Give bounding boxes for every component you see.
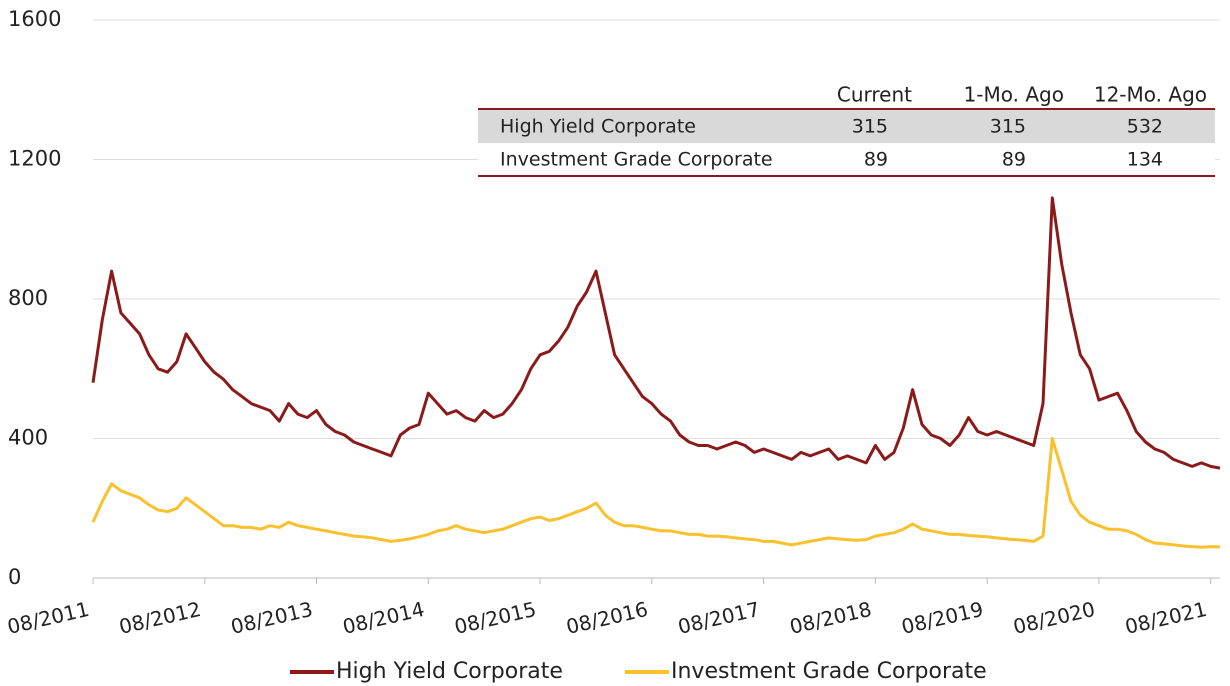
- table-cell: 532: [1127, 116, 1163, 138]
- y-tick-label: 0: [8, 565, 21, 589]
- table-row-bg: [478, 110, 1215, 143]
- series-line: [91, 437, 1221, 549]
- table-row-label: High Yield Corporate: [500, 116, 696, 138]
- y-tick-label: 800: [8, 286, 48, 310]
- series-line: [91, 196, 1221, 470]
- y-tick-label: 1200: [8, 147, 61, 171]
- x-tick-label: 08/2019: [899, 597, 985, 639]
- x-tick-label: 08/2018: [787, 597, 873, 639]
- table-cell: 89: [864, 149, 888, 171]
- table-cell: 315: [990, 116, 1026, 138]
- table-cell: 89: [1002, 149, 1026, 171]
- x-tick-label: 08/2021: [1123, 597, 1209, 639]
- table-header: 12-Mo. Ago: [1094, 83, 1207, 107]
- table-row-label: Investment Grade Corporate: [500, 149, 773, 171]
- y-tick-label: 400: [8, 426, 48, 450]
- x-tick-label: 08/2015: [452, 597, 538, 639]
- y-tick-label: 1600: [8, 7, 61, 31]
- legend-label: High Yield Corporate: [336, 659, 563, 684]
- x-tick-label: 08/2011: [5, 597, 91, 639]
- table-cell: 315: [852, 116, 888, 138]
- x-tick-label: 08/2014: [340, 597, 426, 639]
- table-cell: 134: [1127, 149, 1163, 171]
- x-tick-label: 08/2020: [1011, 597, 1097, 639]
- x-tick-label: 08/2012: [117, 597, 203, 639]
- x-tick-label: 08/2016: [564, 597, 650, 639]
- table-header: Current: [837, 83, 912, 107]
- table-header: 1-Mo. Ago: [964, 83, 1064, 107]
- x-tick-label: 08/2013: [229, 597, 315, 639]
- x-tick-label: 08/2017: [676, 597, 762, 639]
- legend-label: Investment Grade Corporate: [671, 659, 987, 684]
